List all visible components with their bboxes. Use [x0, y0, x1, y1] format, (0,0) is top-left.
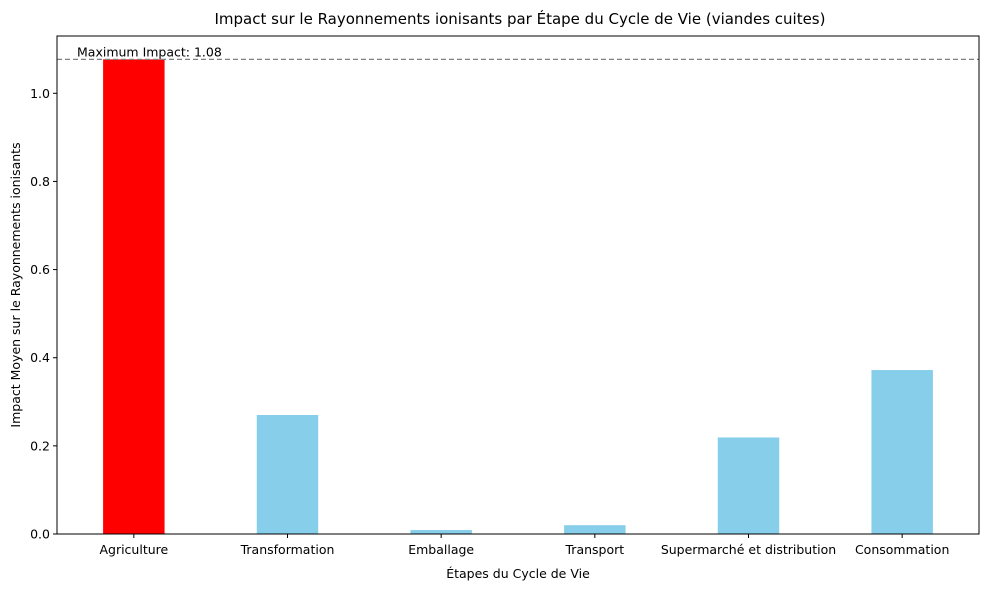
- y-tick-label: 0.4: [30, 350, 50, 365]
- x-tick-label: Agriculture: [99, 542, 168, 557]
- y-axis-label: Impact Moyen sur le Rayonnements ionisan…: [8, 142, 23, 427]
- x-tick-label: Emballage: [408, 542, 474, 557]
- bar-supermarch-et-distribution: [717, 437, 780, 534]
- chart-title: Impact sur le Rayonnements ionisants par…: [215, 9, 826, 28]
- y-tick-label: 1.0: [30, 86, 50, 101]
- bar-agriculture: [103, 59, 165, 535]
- x-tick-label: Supermarché et distribution: [661, 542, 836, 557]
- x-axis: Agriculture Transformation Emballage Transp…: [99, 534, 949, 557]
- bar-emballage: [410, 530, 472, 534]
- x-tick-label: Consommation: [855, 542, 949, 557]
- y-tick-label: 0.0: [30, 527, 50, 542]
- x-tick-label: Transport: [565, 542, 625, 557]
- max-impact-annotation: Maximum Impact: 1.08: [77, 44, 222, 59]
- bar-consommation: [871, 370, 933, 534]
- bar-transport: [564, 525, 626, 534]
- y-tick-label: 0.6: [30, 262, 50, 277]
- x-axis-label: Étapes du Cycle de Vie: [446, 566, 590, 581]
- y-axis: 0.0 0.2 0.4 0.6 0.8 1.0: [30, 86, 57, 542]
- y-tick-label: 0.8: [30, 174, 50, 189]
- x-tick-label: Transformation: [240, 542, 335, 557]
- bar-transformation: [256, 415, 319, 534]
- y-tick-label: 0.2: [30, 438, 50, 453]
- plot-area-frame: [56, 35, 980, 535]
- bars-group: [103, 59, 933, 535]
